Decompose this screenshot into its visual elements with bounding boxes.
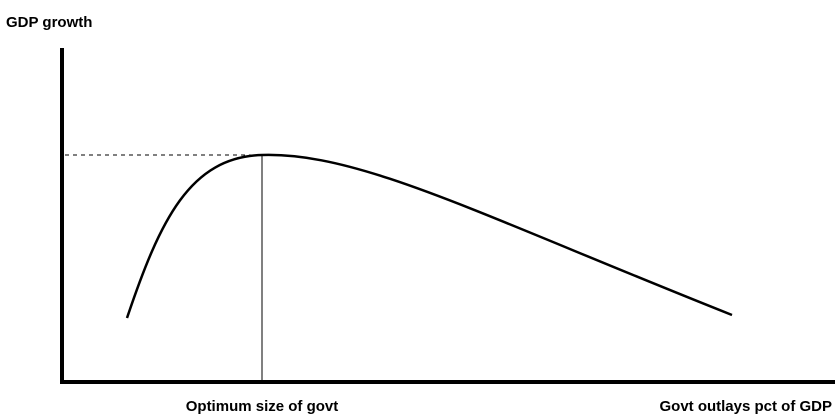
x-axis-label: Govt outlays pct of GDP <box>659 398 832 415</box>
y-axis-label: GDP growth <box>6 14 92 31</box>
optimum-label: Optimum size of govt <box>186 398 339 415</box>
curve <box>125 153 733 319</box>
